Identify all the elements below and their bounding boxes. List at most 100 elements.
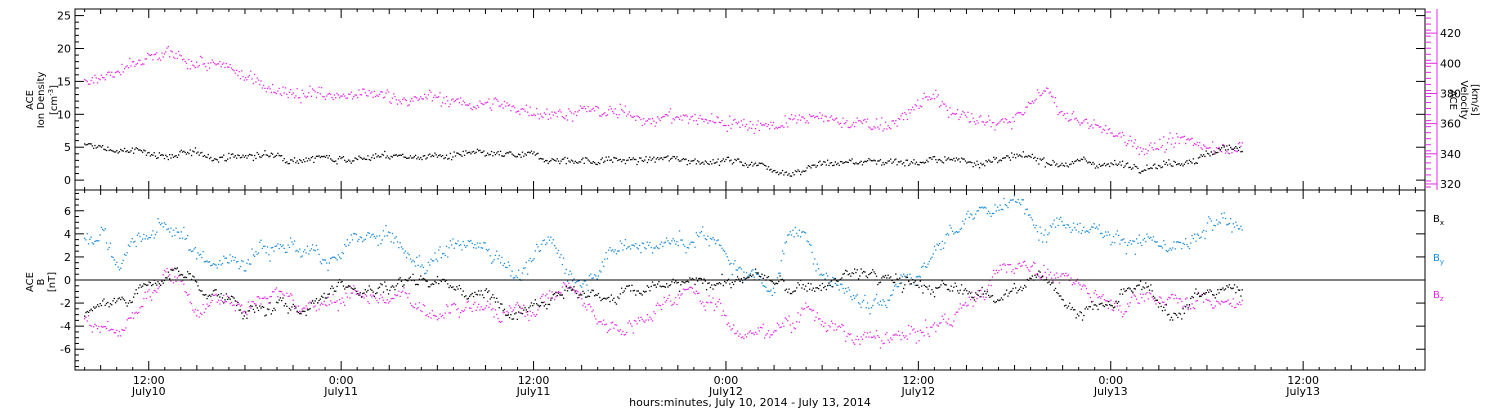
density-point [897, 161, 900, 163]
bz-point [577, 291, 579, 293]
density-point [756, 164, 758, 167]
by-point [886, 306, 888, 309]
velocity-point [1029, 102, 1031, 105]
by-point [592, 277, 594, 279]
density-point [702, 161, 704, 163]
density-point [1013, 153, 1015, 156]
by-point [1172, 247, 1174, 249]
density-point [1155, 167, 1157, 169]
density-point [971, 162, 973, 164]
bz-point [158, 286, 160, 288]
bx-point [1205, 292, 1207, 294]
velocity-point [655, 122, 657, 124]
bz-point [543, 301, 545, 303]
bx-point [260, 307, 262, 309]
velocity-point [98, 78, 100, 80]
by-point [539, 250, 542, 252]
density-point [348, 159, 350, 161]
bz-point [810, 308, 812, 311]
velocity-point [975, 123, 977, 125]
by-point [372, 233, 374, 235]
bx-point [820, 289, 822, 291]
velocity-point [1016, 112, 1018, 114]
bz-point [515, 304, 517, 306]
by-point [632, 244, 634, 246]
by-point [830, 286, 833, 288]
bx-point [1091, 301, 1093, 303]
density-point [917, 163, 919, 166]
by-point [1051, 226, 1053, 228]
bz-point [702, 301, 704, 303]
density-point [1143, 169, 1146, 171]
by-point [928, 260, 930, 263]
by-point [658, 247, 660, 250]
by-point [250, 263, 252, 265]
bx-point [266, 308, 269, 310]
bx-point [868, 273, 870, 276]
velocity-point [901, 112, 903, 115]
bx-point [485, 288, 488, 290]
by-point [832, 276, 834, 279]
by-point [779, 272, 781, 274]
bz-point [400, 291, 403, 294]
velocity-point [1084, 118, 1086, 121]
by-point [1160, 245, 1162, 247]
density-point [342, 156, 345, 158]
density-point [402, 153, 404, 155]
by-point [716, 240, 718, 242]
by-point [778, 272, 780, 274]
by-point [198, 254, 200, 256]
density-point [1018, 154, 1021, 156]
bx-point [1161, 310, 1164, 312]
velocity-point [575, 114, 578, 117]
velocity-point [181, 59, 184, 61]
bz-point [440, 315, 442, 318]
bx-point [660, 286, 663, 288]
bz-point [131, 312, 133, 314]
bz-point [664, 301, 666, 303]
bz-point [632, 332, 634, 334]
density-point [1076, 158, 1079, 161]
by-point [180, 231, 182, 233]
density-point [201, 151, 203, 154]
by-point [997, 206, 999, 208]
velocity-point [1097, 124, 1099, 127]
bz-point [474, 301, 476, 304]
bz-point [1060, 275, 1062, 277]
density-point [957, 159, 959, 161]
by-point [130, 241, 132, 243]
bx-point [1169, 319, 1171, 321]
bz-point [881, 340, 883, 342]
density-point [592, 161, 594, 163]
bz-point [988, 284, 990, 286]
velocity-point [639, 117, 641, 119]
density-point [548, 160, 551, 163]
bx-point [680, 284, 682, 286]
bx-point [369, 288, 372, 290]
by-point [346, 239, 348, 241]
by-point [981, 206, 983, 208]
velocity-point [630, 114, 632, 117]
velocity-point [963, 112, 965, 114]
velocity-point [581, 107, 583, 109]
by-point [1098, 224, 1100, 226]
density-point [668, 160, 670, 162]
by-point [533, 258, 535, 260]
density-point [766, 168, 768, 170]
b-tick-label: 2 [64, 251, 71, 264]
velocity-point [407, 105, 409, 107]
bz-point [91, 331, 93, 333]
bx-point [1063, 305, 1066, 307]
by-point [282, 244, 284, 246]
by-point [884, 304, 887, 306]
bz-point [135, 311, 137, 313]
by-point [341, 251, 343, 254]
velocity-point [1075, 117, 1077, 119]
density-point [887, 160, 889, 162]
velocity-point [1186, 139, 1188, 141]
density-point [203, 154, 206, 157]
bz-point [172, 282, 175, 284]
by-point [458, 244, 460, 247]
bx-point [950, 285, 952, 287]
density-point [886, 162, 888, 164]
